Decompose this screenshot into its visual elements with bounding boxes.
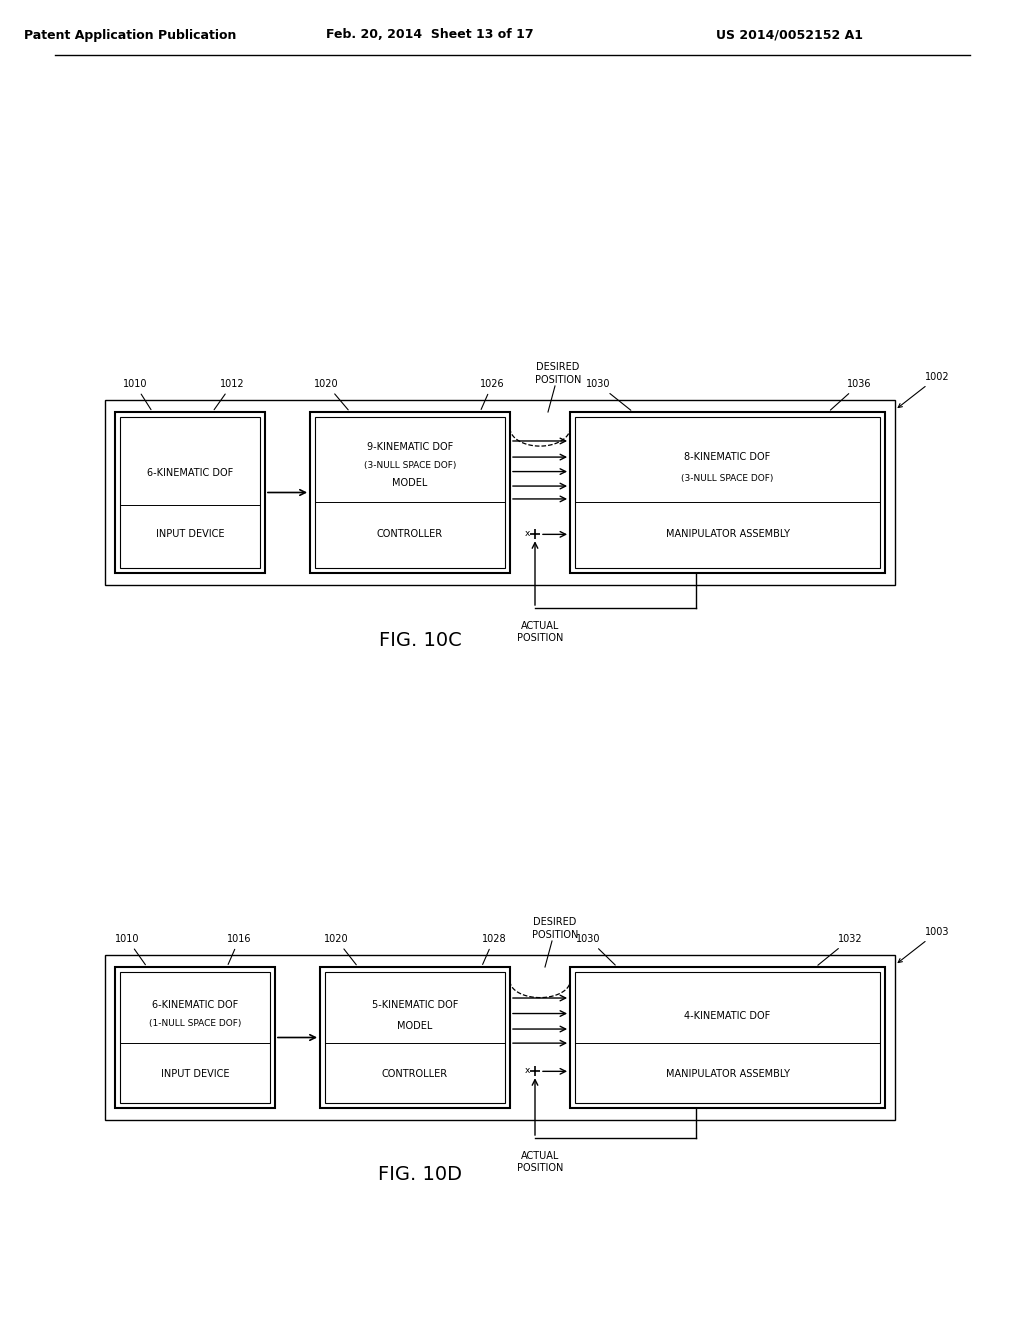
Text: CONTROLLER: CONTROLLER bbox=[382, 1069, 449, 1080]
Text: 1010: 1010 bbox=[115, 935, 145, 965]
Bar bbox=[105, 400, 895, 585]
Text: 8-KINEMATIC DOF: 8-KINEMATIC DOF bbox=[684, 451, 771, 462]
Bar bbox=[120, 417, 260, 568]
Text: MANIPULATOR ASSEMBLY: MANIPULATOR ASSEMBLY bbox=[666, 1069, 790, 1080]
Text: Patent Application Publication: Patent Application Publication bbox=[24, 29, 237, 41]
Text: MODEL: MODEL bbox=[397, 1022, 433, 1031]
Bar bbox=[319, 968, 510, 1107]
Text: 1032: 1032 bbox=[818, 935, 862, 965]
Text: 6-KINEMATIC DOF: 6-KINEMATIC DOF bbox=[146, 469, 233, 478]
Text: 1012: 1012 bbox=[214, 379, 245, 409]
Text: 1003: 1003 bbox=[898, 927, 949, 962]
Bar bbox=[310, 412, 510, 573]
Text: Feb. 20, 2014  Sheet 13 of 17: Feb. 20, 2014 Sheet 13 of 17 bbox=[327, 29, 534, 41]
Text: 1030: 1030 bbox=[586, 379, 631, 411]
Text: POSITION: POSITION bbox=[535, 375, 582, 385]
Text: 1016: 1016 bbox=[227, 935, 252, 965]
Text: INPUT DEVICE: INPUT DEVICE bbox=[161, 1069, 229, 1080]
Text: ACTUAL: ACTUAL bbox=[521, 620, 559, 631]
Text: x: x bbox=[524, 1065, 529, 1074]
Text: INPUT DEVICE: INPUT DEVICE bbox=[156, 529, 224, 540]
Bar bbox=[325, 972, 505, 1104]
Bar bbox=[115, 968, 275, 1107]
Bar bbox=[105, 954, 895, 1119]
Bar bbox=[570, 412, 885, 573]
Bar bbox=[575, 417, 880, 568]
Bar bbox=[315, 417, 505, 568]
Text: 1020: 1020 bbox=[324, 935, 356, 965]
Text: CONTROLLER: CONTROLLER bbox=[377, 529, 443, 540]
Text: x: x bbox=[524, 529, 529, 537]
Text: DESIRED: DESIRED bbox=[534, 917, 577, 927]
Bar bbox=[120, 972, 270, 1104]
Bar bbox=[575, 972, 880, 1104]
Bar bbox=[115, 412, 265, 573]
Text: (3-NULL SPACE DOF): (3-NULL SPACE DOF) bbox=[364, 461, 456, 470]
Text: POSITION: POSITION bbox=[517, 634, 563, 643]
Text: 1020: 1020 bbox=[314, 379, 348, 411]
Text: (3-NULL SPACE DOF): (3-NULL SPACE DOF) bbox=[681, 474, 774, 483]
Text: 1036: 1036 bbox=[830, 379, 871, 411]
Text: POSITION: POSITION bbox=[517, 1163, 563, 1173]
Text: (1-NULL SPACE DOF): (1-NULL SPACE DOF) bbox=[148, 1019, 242, 1028]
Text: 9-KINEMATIC DOF: 9-KINEMATIC DOF bbox=[367, 442, 454, 453]
Text: ACTUAL: ACTUAL bbox=[521, 1151, 559, 1162]
Text: FIG. 10D: FIG. 10D bbox=[378, 1166, 462, 1184]
Text: 1028: 1028 bbox=[481, 935, 506, 965]
Text: POSITION: POSITION bbox=[531, 931, 579, 940]
Text: 1026: 1026 bbox=[480, 379, 505, 409]
Text: MANIPULATOR ASSEMBLY: MANIPULATOR ASSEMBLY bbox=[666, 529, 790, 540]
Text: 5-KINEMATIC DOF: 5-KINEMATIC DOF bbox=[372, 1001, 458, 1010]
Text: 1002: 1002 bbox=[898, 372, 949, 408]
Bar bbox=[570, 968, 885, 1107]
Text: DESIRED: DESIRED bbox=[537, 362, 580, 372]
Text: 4-KINEMATIC DOF: 4-KINEMATIC DOF bbox=[684, 1011, 771, 1022]
Text: FIG. 10C: FIG. 10C bbox=[379, 631, 462, 649]
Text: 1030: 1030 bbox=[577, 935, 615, 965]
Text: 1010: 1010 bbox=[123, 379, 151, 409]
Text: US 2014/0052152 A1: US 2014/0052152 A1 bbox=[717, 29, 863, 41]
Text: 6-KINEMATIC DOF: 6-KINEMATIC DOF bbox=[152, 1001, 239, 1010]
Text: MODEL: MODEL bbox=[392, 478, 428, 488]
